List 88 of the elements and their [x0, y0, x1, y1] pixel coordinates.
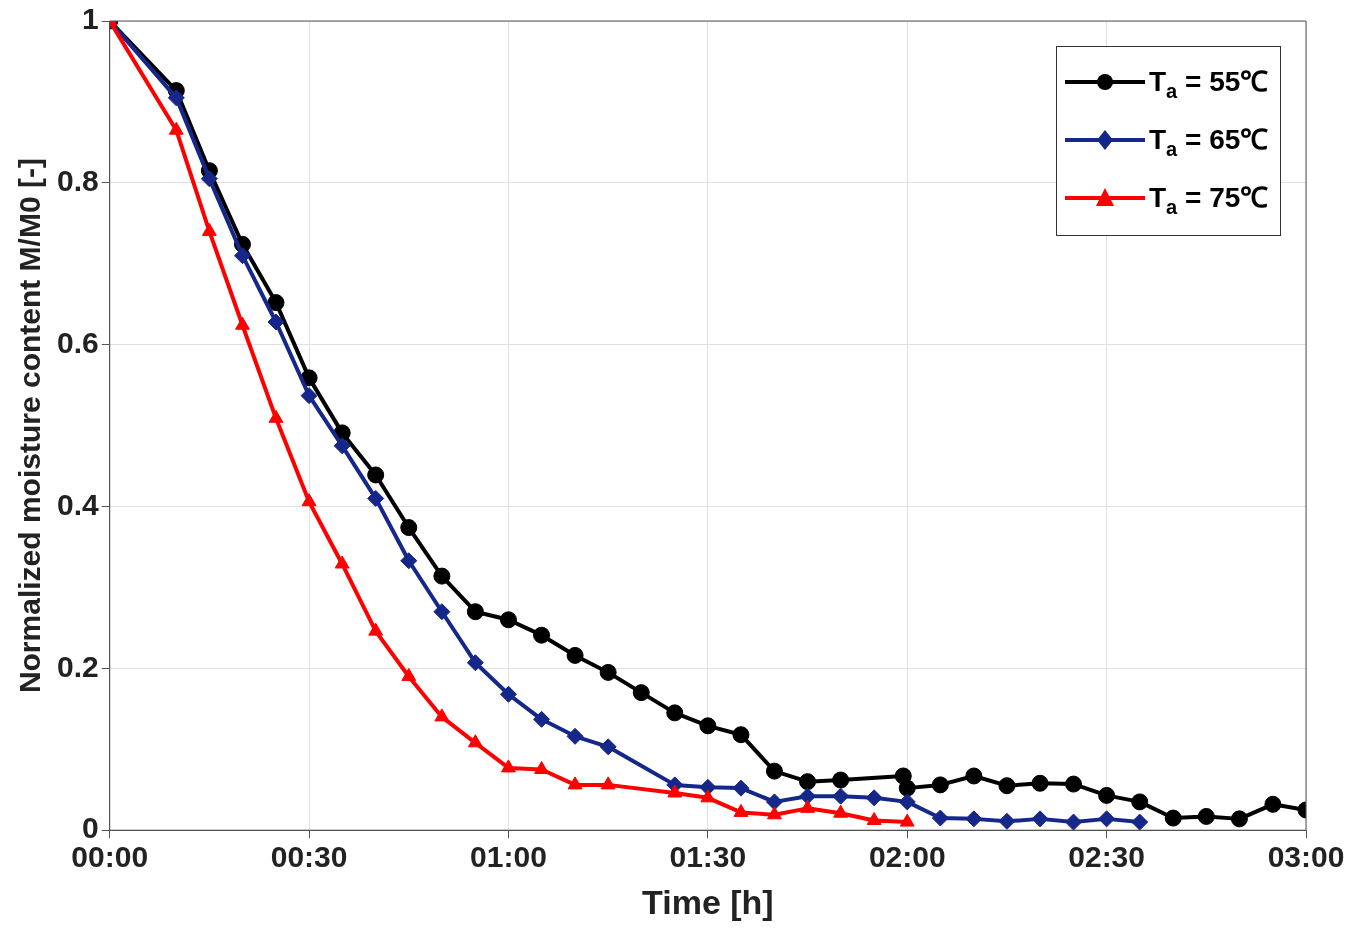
point [368, 622, 384, 636]
y-axis-title: Normalized moisture content M/M0 [-] [13, 158, 47, 694]
point [700, 789, 716, 803]
point [534, 761, 549, 775]
point [1131, 813, 1149, 831]
point [599, 738, 617, 756]
point [367, 489, 385, 507]
y-tick-label: 0.2 [56, 649, 99, 683]
legend-label: T$_{a}$ = 65℃ [1149, 123, 1269, 161]
point [832, 771, 850, 789]
point [301, 493, 317, 507]
point [732, 726, 750, 744]
point [566, 646, 584, 664]
point [832, 787, 850, 805]
point [433, 567, 451, 585]
x-tick-label: 02:30 [1068, 840, 1145, 874]
point [866, 811, 882, 825]
point [666, 704, 684, 722]
x-tick-label: 02:00 [868, 840, 946, 874]
point [400, 552, 418, 570]
point [898, 779, 916, 797]
point [965, 767, 983, 785]
x-axis-title: Time [h] [642, 882, 774, 921]
point [533, 626, 551, 644]
y-tick-label: 0.4 [56, 487, 99, 521]
y-tick-label: 0.8 [56, 164, 99, 198]
point [1230, 810, 1248, 828]
point [799, 773, 817, 791]
point [433, 603, 451, 621]
point [931, 776, 949, 794]
point [733, 803, 749, 817]
point [499, 685, 517, 703]
x-tick-label: 01:00 [470, 840, 547, 874]
point [300, 387, 318, 405]
point [1031, 774, 1049, 792]
x-tick-label: 00:30 [270, 840, 348, 874]
point [1098, 786, 1116, 804]
point [567, 776, 583, 790]
point [334, 555, 350, 569]
point [233, 247, 251, 265]
point [732, 779, 750, 797]
point [699, 717, 717, 735]
point [1164, 809, 1182, 827]
point [501, 759, 516, 773]
point [466, 654, 484, 672]
point [1065, 775, 1083, 793]
y-tick-label: 1 [82, 2, 99, 36]
point [898, 793, 916, 811]
point [267, 294, 285, 312]
point [931, 809, 949, 827]
point [632, 684, 650, 702]
point [899, 813, 915, 827]
point [765, 762, 783, 780]
point [1031, 810, 1049, 828]
point [533, 710, 551, 728]
point [865, 789, 883, 807]
point [367, 466, 385, 484]
x-tick-label: 03:00 [1267, 840, 1345, 874]
x-tick-label: 01:30 [669, 840, 747, 874]
point [434, 708, 450, 722]
point [965, 810, 983, 828]
point [767, 806, 782, 820]
point [765, 793, 783, 811]
legend-label: T$_{a}$ = 55℃ [1149, 65, 1269, 103]
point [400, 519, 418, 537]
point [467, 734, 483, 748]
point [200, 170, 218, 188]
point [667, 784, 683, 798]
point [566, 727, 584, 745]
point [267, 313, 285, 331]
point [333, 437, 351, 455]
point [800, 799, 815, 813]
point [833, 804, 849, 818]
point [167, 89, 185, 107]
point [466, 603, 484, 621]
point [600, 776, 616, 790]
y-tick-label: 0.6 [56, 325, 99, 359]
point [1098, 810, 1116, 828]
point [799, 787, 817, 805]
legend-label: T$_{a}$ = 75℃ [1149, 181, 1269, 219]
point [998, 812, 1016, 830]
point [998, 777, 1016, 795]
point [1264, 795, 1282, 813]
point [499, 611, 517, 629]
point [1065, 813, 1083, 831]
point [1197, 807, 1215, 825]
point [1131, 793, 1149, 811]
point [599, 663, 617, 681]
